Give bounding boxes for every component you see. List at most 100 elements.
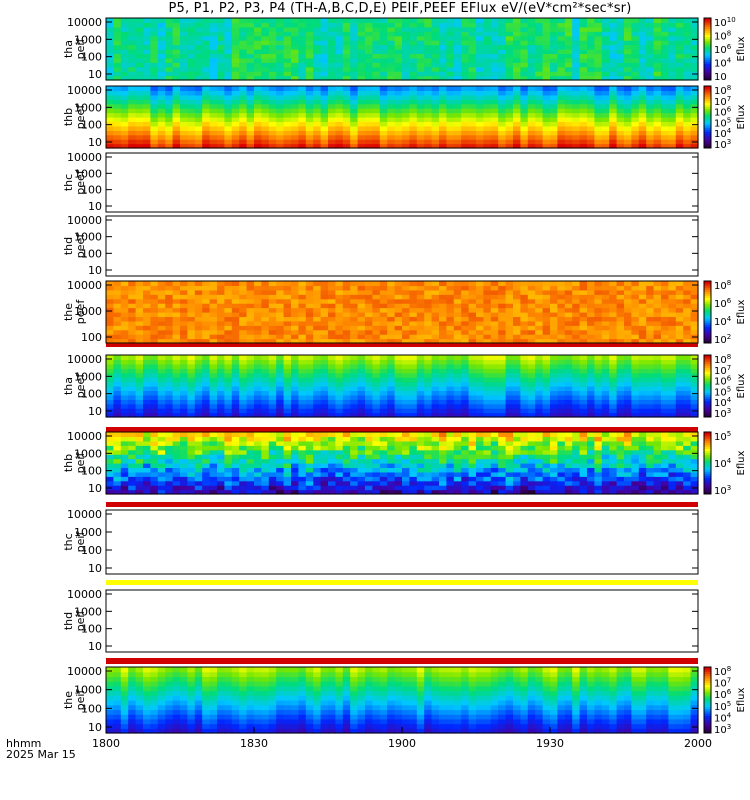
heatmap-cell (461, 399, 470, 405)
colorbar-cell (704, 406, 711, 410)
heatmap-cell (675, 125, 684, 131)
heatmap-cell (431, 316, 440, 322)
heatmap-cell (239, 436, 248, 442)
heatmap-cell (320, 403, 329, 409)
heatmap-cell (379, 40, 388, 46)
heatmap-cell (609, 355, 618, 361)
heatmap-cell (283, 281, 292, 287)
heatmap-cell (372, 44, 381, 50)
colorbar-cell (704, 336, 711, 340)
heatmap-cell (254, 334, 262, 340)
heatmap-cell (483, 355, 492, 361)
heatmap-cell (520, 44, 529, 50)
heatmap-cell (387, 53, 396, 59)
colorbar-cell (704, 77, 711, 81)
heatmap-cell (542, 281, 551, 287)
heatmap-cell (542, 338, 551, 344)
heatmap-cell (350, 22, 359, 28)
heatmap-cell (335, 325, 344, 331)
heatmap-cell (394, 125, 403, 131)
heatmap-cell (453, 18, 462, 24)
heatmap-cell (120, 394, 129, 400)
heatmap-cell (217, 143, 225, 149)
heatmap-cell (143, 320, 151, 326)
heatmap-cell (579, 112, 588, 118)
heatmap-cell (461, 403, 470, 409)
heatmap-cell (135, 117, 144, 123)
heatmap-cell (527, 94, 536, 100)
heatmap-cell (202, 440, 211, 446)
heatmap-cell (416, 285, 425, 291)
y-axis-label: tha (62, 377, 75, 395)
heatmap-cell (557, 86, 566, 92)
heatmap-cell (542, 49, 551, 55)
heatmap-cell (313, 381, 322, 387)
heatmap-cell (254, 103, 262, 109)
heatmap-cell (564, 71, 573, 77)
heatmap-cell (113, 463, 122, 469)
heatmap-cell (535, 66, 544, 72)
heatmap-cell (157, 408, 166, 414)
heatmap-cell (157, 368, 166, 374)
heatmap-cell (402, 355, 410, 361)
heatmap-cell (143, 436, 151, 442)
heatmap-cell (557, 303, 566, 309)
heatmap-cell (372, 112, 381, 118)
heatmap-cell (683, 325, 692, 331)
heatmap-cell (379, 312, 388, 318)
heatmap-cell (357, 22, 366, 28)
heatmap-cell (254, 390, 262, 396)
heatmap-cell (653, 399, 662, 405)
heatmap-cell (446, 86, 455, 92)
colorbar-cell (704, 338, 711, 342)
heatmap-cell (120, 454, 129, 460)
heatmap-cell (224, 476, 233, 482)
heatmap-cell (372, 320, 381, 326)
heatmap-cell (624, 18, 632, 24)
heatmap-cell (246, 412, 255, 418)
heatmap-cell (550, 377, 558, 383)
heatmap-cell (557, 130, 566, 136)
heatmap-cell (172, 90, 181, 96)
heatmap-cell (638, 307, 647, 313)
heatmap-cell (646, 112, 655, 118)
heatmap-cell (594, 143, 603, 149)
heatmap-cell (261, 139, 270, 145)
heatmap-cell (209, 40, 218, 46)
colorbar-frame (703, 85, 712, 149)
heatmap-cell (106, 143, 114, 149)
heatmap-cell (143, 390, 151, 396)
heatmap-cell (357, 307, 366, 313)
heatmap-cell (157, 130, 166, 136)
heatmap-cell (579, 363, 588, 369)
heatmap-cell (535, 303, 544, 309)
heatmap-cell (350, 316, 359, 322)
heatmap-cell (276, 108, 285, 114)
heatmap-cell (209, 432, 218, 438)
heatmap-cell (128, 86, 137, 92)
heatmap-cell (372, 130, 381, 136)
heatmap-cell (601, 325, 610, 331)
heatmap-cell (298, 71, 307, 77)
heatmap-cell (387, 57, 396, 63)
heatmap-cell (646, 281, 655, 287)
heatmap-cell (683, 49, 692, 55)
heatmap-cell (305, 31, 314, 37)
heatmap-cell (224, 399, 233, 405)
heatmap-cell (150, 436, 159, 442)
heatmap-cell (675, 303, 684, 309)
heatmap-cell (490, 412, 499, 418)
heatmap-cell (194, 130, 203, 136)
heatmap-cell (661, 294, 669, 300)
heatmap-cell (439, 285, 447, 291)
heatmap-cell (157, 320, 166, 326)
colorbar-cell (704, 359, 711, 362)
heatmap-cell (239, 22, 248, 28)
heatmap-cell (616, 303, 625, 309)
heatmap-cell (202, 307, 211, 313)
heatmap-cell (357, 338, 366, 344)
heatmap-cell (113, 298, 122, 304)
heatmap-cell (535, 130, 544, 136)
heatmap-cell (527, 125, 536, 131)
heatmap-cell (446, 381, 455, 387)
